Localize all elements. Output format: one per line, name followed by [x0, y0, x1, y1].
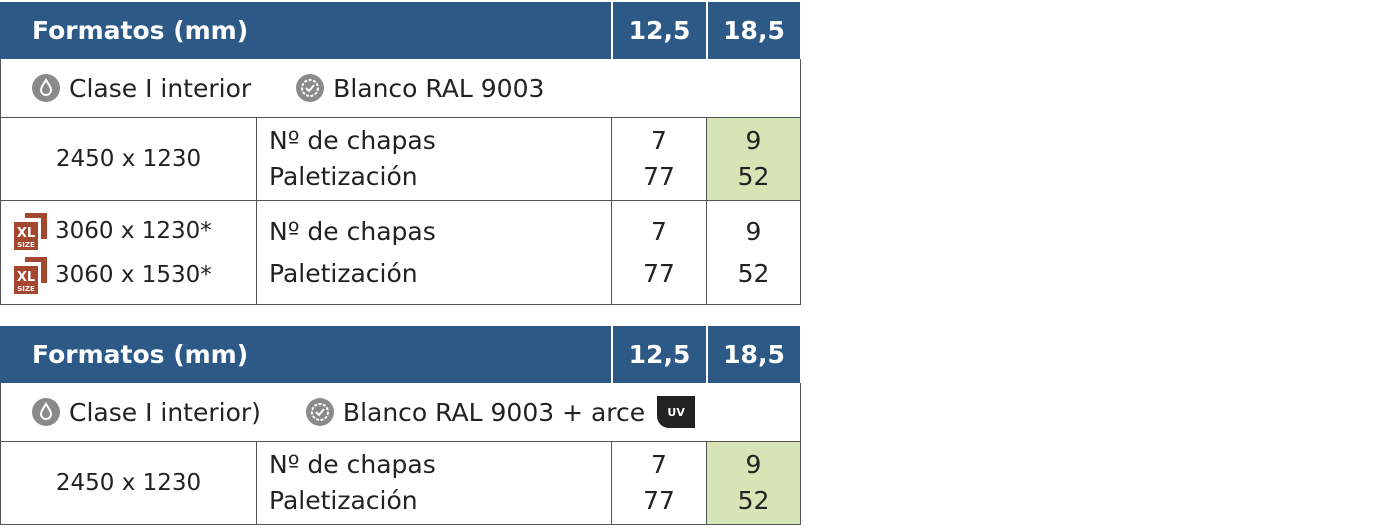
value: 9: [745, 216, 762, 246]
label-cell: Nº de chapas Paletización: [256, 201, 612, 305]
value: 77: [643, 486, 675, 515]
value-cell: 7 77: [611, 118, 707, 201]
icon-part: XL: [17, 226, 35, 241]
icon-part: [305, 84, 315, 93]
value: 7: [651, 126, 667, 155]
value: 52: [737, 162, 770, 191]
format-cell: 2450 x 1230: [0, 442, 257, 525]
value: 9: [745, 450, 762, 479]
format-text: 3060 x 1230*: [55, 217, 212, 244]
row-label: Paletización: [269, 486, 418, 515]
value-cell: 7 77: [611, 201, 707, 305]
value: 52: [737, 258, 770, 288]
drop-icon: [32, 74, 60, 102]
value-cell: 7 77: [611, 442, 707, 525]
drop-icon: [32, 398, 60, 426]
icon-part: [32, 74, 60, 102]
row-label: Nº de chapas: [269, 216, 436, 246]
finish-class: Clase I interior: [69, 73, 252, 103]
format: XL SIZE 3060 x 1230*: [11, 209, 212, 253]
header-cell: 12,5: [611, 2, 706, 59]
icon-part: SIZE: [17, 285, 35, 293]
value-cell: 9 52: [706, 201, 801, 305]
value: 7: [651, 216, 667, 246]
value-cell: 9 52: [706, 442, 801, 525]
row-label: Nº de chapas: [269, 450, 436, 479]
row-label: Nº de chapas: [269, 126, 436, 155]
header-cell: Formatos (mm): [0, 2, 611, 59]
finish-row: Clase I interior) Blanco RAL 9003 + arce U…: [0, 383, 801, 442]
finish-class: Clase I interior): [69, 397, 261, 427]
label-cell: Nº de chapas Paletización: [256, 118, 612, 201]
row-label: Paletización: [269, 258, 418, 288]
format: XL SIZE 3060 x 1530*: [11, 253, 212, 297]
value: 9: [745, 126, 762, 155]
icon-part: [305, 398, 334, 426]
value: 7: [651, 450, 667, 479]
format-cell: 2450 x 1230: [0, 118, 257, 201]
value-cell: 9 52: [706, 118, 801, 201]
header-cell: Formatos (mm): [0, 326, 611, 383]
icon-part: XL: [17, 270, 35, 285]
finish-row: Clase I interior Blanco RAL 9003: [0, 59, 801, 118]
finish-color: Blanco RAL 9003: [333, 73, 545, 103]
format: 2450 x 1230: [56, 137, 201, 181]
header-cell: 18,5: [706, 2, 800, 59]
header-cell: 18,5: [706, 326, 800, 383]
ral-icon: [296, 74, 325, 102]
icon-part: [315, 408, 325, 417]
icon-part: [301, 79, 320, 97]
value: 77: [643, 162, 675, 191]
icon-part: SIZE: [17, 241, 35, 249]
label-cell: Nº de chapas Paletización: [256, 442, 612, 525]
row-label: Paletización: [269, 162, 418, 191]
icon-part: [14, 265, 38, 294]
uv-badge: UV: [657, 396, 696, 428]
value: 52: [737, 486, 770, 515]
value: 77: [643, 258, 675, 288]
format-text: 3060 x 1530*: [55, 261, 212, 288]
icon-part: [310, 403, 329, 421]
icon-part: [296, 74, 325, 102]
format: 2450 x 1230: [56, 461, 201, 505]
format-cell: XL SIZE 3060 x 1230* XL SIZE 3060 x 1530*: [0, 201, 257, 305]
ral-icon: [305, 398, 334, 426]
icon-part: [39, 402, 53, 420]
icon-part: [14, 221, 38, 250]
icon-part: [39, 78, 53, 96]
icon-part: [32, 398, 60, 426]
header-cell: 12,5: [611, 326, 706, 383]
format-text: 2450 x 1230: [55, 470, 202, 496]
format-text: 2450 x 1230: [55, 146, 202, 172]
finish-color: Blanco RAL 9003 + arce: [342, 397, 646, 427]
